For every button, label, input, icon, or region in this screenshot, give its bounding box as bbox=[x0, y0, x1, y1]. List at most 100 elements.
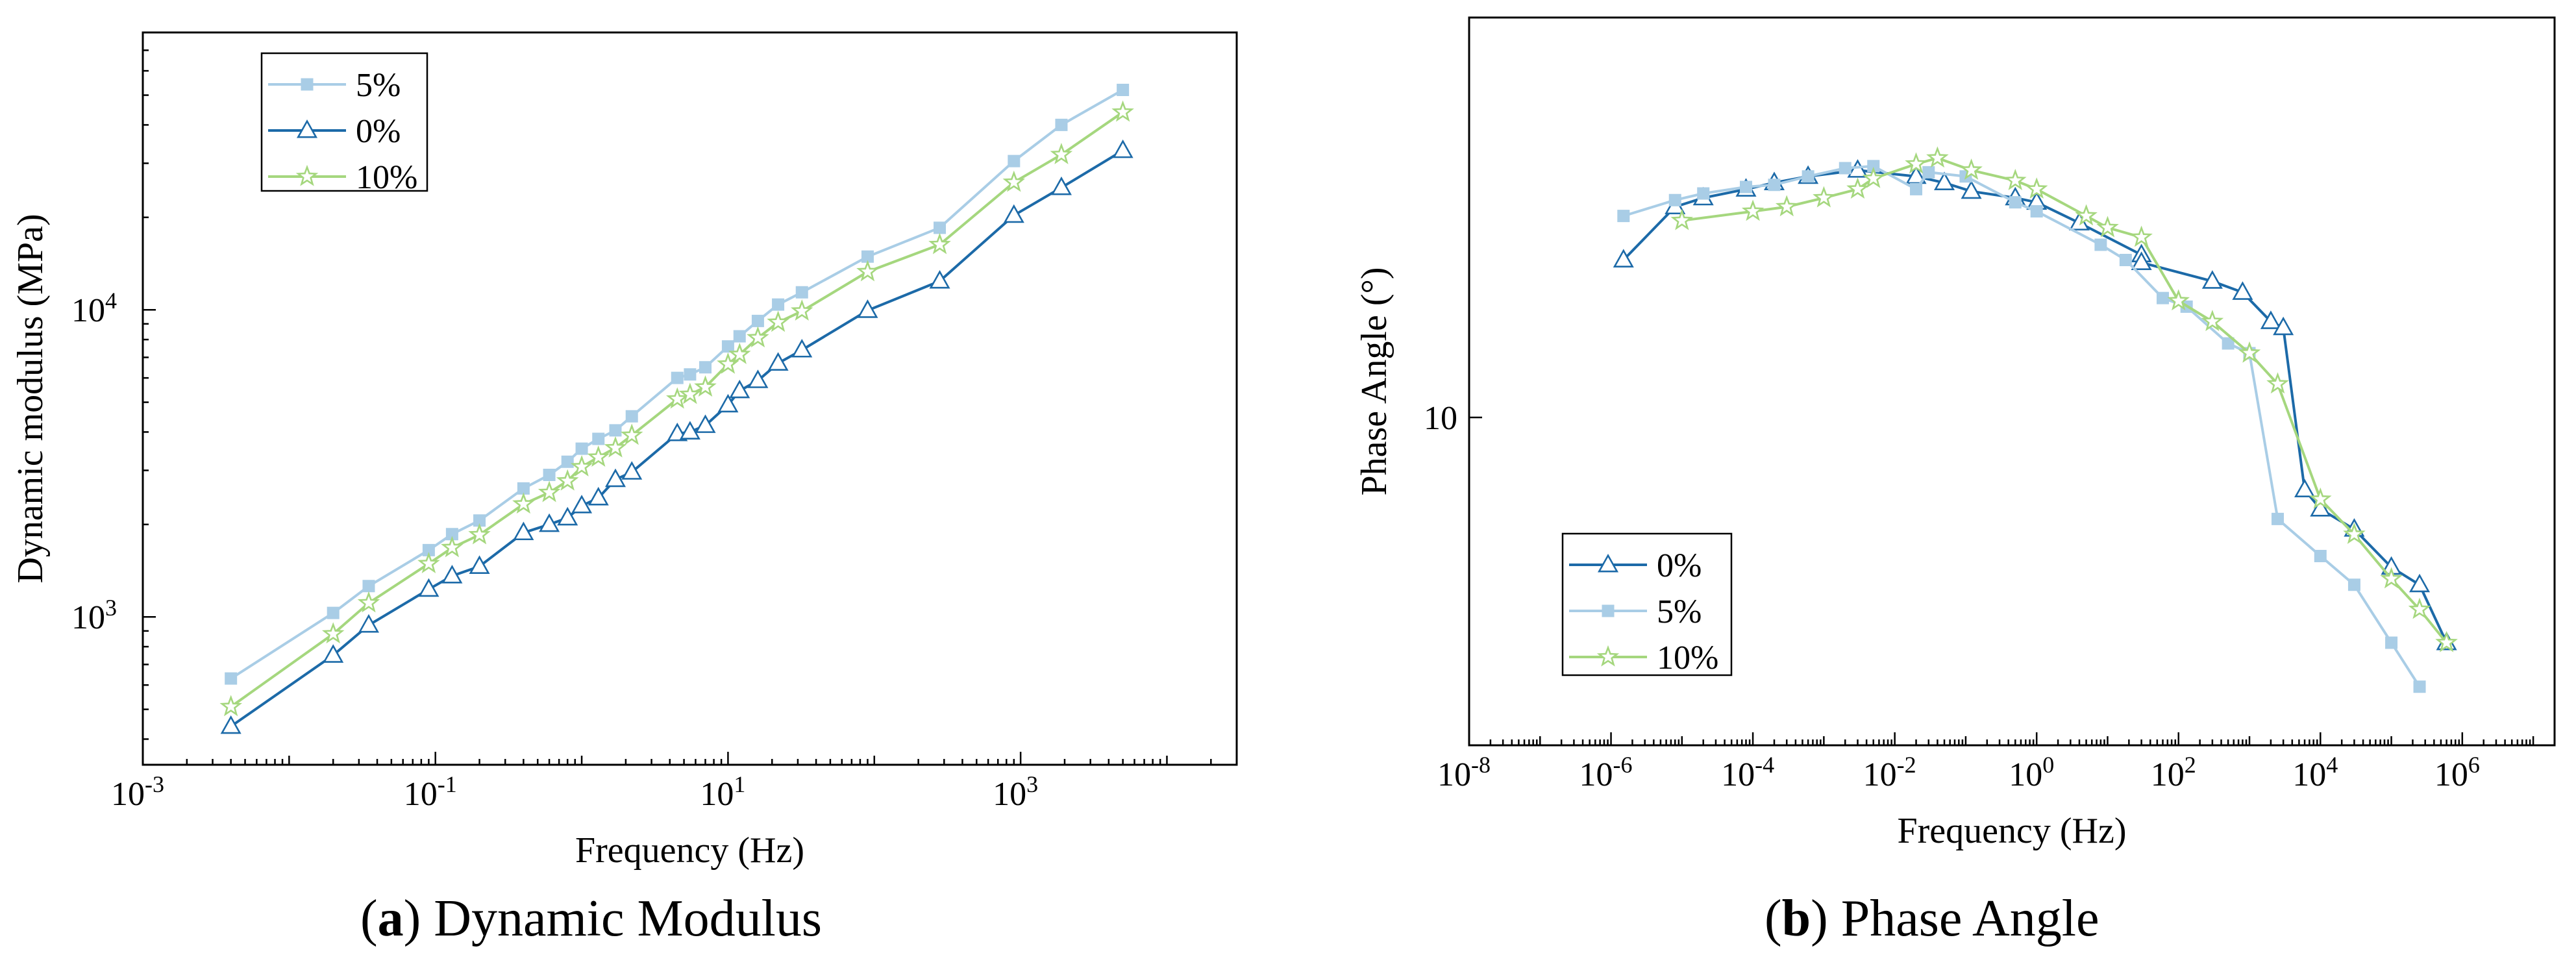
data-point-5pct bbox=[1910, 182, 1923, 195]
y-axis-title: Phase Angle (°) bbox=[1354, 267, 1394, 495]
x-tick-exponent: -3 bbox=[145, 771, 164, 797]
data-point-5pct bbox=[422, 543, 435, 556]
series-line-5pct bbox=[1623, 164, 2421, 688]
y-tick-exponent: 4 bbox=[105, 288, 117, 314]
data-point-10pct bbox=[1050, 143, 1073, 164]
data-point-0pct bbox=[469, 555, 490, 574]
data-point-10pct bbox=[1926, 146, 1949, 168]
y-tick-label: 10 bbox=[1424, 400, 1457, 437]
x-tick-exponent: 2 bbox=[2185, 752, 2196, 778]
data-point-10pct bbox=[556, 469, 579, 491]
legend-marker bbox=[301, 78, 314, 91]
data-point-0pct bbox=[695, 414, 716, 433]
x-axis-title: Frequency (Hz) bbox=[575, 830, 804, 871]
legend-a: 5% 0% 10% bbox=[260, 52, 428, 196]
data-point-5pct bbox=[2271, 512, 2284, 525]
data-point-10pct bbox=[2075, 204, 2098, 226]
data-point-5pct bbox=[934, 221, 947, 234]
data-point-5pct bbox=[1922, 166, 1935, 179]
x-axis-title: Frequency (Hz) bbox=[1898, 811, 2127, 851]
x-tick-label: 106 bbox=[2434, 752, 2480, 793]
y-axis-a: 103 104 Dynamic modulus (MPa) bbox=[10, 31, 156, 740]
data-point-5pct bbox=[1867, 160, 1880, 173]
x-tick-exponent: -8 bbox=[1471, 752, 1491, 778]
data-point-10pct bbox=[1905, 152, 1927, 174]
data-point-0pct bbox=[418, 578, 440, 597]
data-point-10pct bbox=[2201, 310, 2224, 332]
data-point-5pct bbox=[1839, 162, 1852, 175]
data-point-10pct bbox=[2167, 289, 2190, 311]
data-point-10pct bbox=[417, 552, 440, 574]
data-point-10pct bbox=[767, 310, 789, 332]
data-point-0pct bbox=[571, 495, 593, 514]
data-point-5pct bbox=[751, 314, 764, 327]
data-point-5pct bbox=[1802, 170, 1814, 183]
data-point-0pct bbox=[1112, 139, 1133, 158]
data-point-5pct bbox=[543, 469, 556, 482]
data-point-5pct bbox=[225, 672, 238, 685]
caption-a: (a) Dynamic Modulus bbox=[360, 890, 823, 947]
x-tick-label: 101 bbox=[700, 771, 745, 813]
data-point-10pct bbox=[1846, 177, 1869, 199]
plot-frame-a bbox=[142, 31, 1238, 766]
x-tick-exponent: 1 bbox=[734, 771, 745, 797]
data-point-5pct bbox=[1055, 118, 1068, 131]
legend-label: 10% bbox=[356, 159, 417, 196]
data-point-0pct bbox=[539, 513, 560, 532]
legend-box bbox=[1561, 532, 1733, 676]
x-tick-label: 100 bbox=[2009, 752, 2054, 793]
legend-label: 10% bbox=[1657, 639, 1718, 676]
data-point-10pct bbox=[694, 375, 717, 397]
data-point-10pct bbox=[2096, 216, 2119, 238]
data-point-10pct bbox=[1775, 195, 1798, 217]
data-point-0pct bbox=[2232, 281, 2253, 300]
data-point-5pct bbox=[2156, 291, 2169, 304]
data-point-0pct bbox=[747, 369, 769, 388]
data-point-0pct bbox=[2260, 310, 2281, 329]
data-point-0pct bbox=[2310, 498, 2331, 517]
data-point-0pct bbox=[2294, 478, 2316, 498]
data-point-0pct bbox=[767, 352, 789, 371]
data-point-5pct bbox=[2009, 196, 2022, 209]
data-point-5pct bbox=[327, 606, 340, 619]
data-point-5pct bbox=[1617, 210, 1630, 223]
data-point-5pct bbox=[795, 286, 808, 299]
caption-b-letter: b bbox=[1781, 890, 1811, 947]
data-point-5pct bbox=[517, 482, 530, 495]
data-point-0pct bbox=[929, 269, 950, 289]
y-tick-label: 104 bbox=[71, 288, 117, 329]
x-tick-label: 10-4 bbox=[1721, 752, 1774, 793]
legend-b: 0% 5% 10% bbox=[1561, 532, 1733, 676]
caption-b: (b) Phase Angle bbox=[1765, 890, 2099, 947]
data-point-10pct bbox=[2380, 567, 2403, 589]
data-point-5pct bbox=[575, 442, 588, 455]
data-point-5pct bbox=[861, 250, 874, 263]
data-point-5pct bbox=[362, 580, 375, 593]
x-tick-exponent: 6 bbox=[2468, 752, 2480, 778]
data-point-10pct bbox=[604, 436, 627, 458]
data-point-10pct bbox=[587, 445, 610, 467]
data-point-10pct bbox=[747, 326, 769, 348]
data-point-0pct bbox=[621, 461, 643, 480]
data-point-10pct bbox=[1813, 186, 1835, 208]
data-point-10pct bbox=[357, 591, 380, 613]
y-axis-title: Dynamic modulus (MPa) bbox=[10, 214, 51, 583]
data-point-5pct bbox=[1740, 180, 1753, 193]
x-tick-exponent: 0 bbox=[2042, 752, 2054, 778]
data-point-0pct bbox=[1050, 176, 1072, 195]
data-point-5pct bbox=[1668, 193, 1681, 206]
data-point-10pct bbox=[538, 480, 561, 502]
data-point-0pct bbox=[857, 299, 878, 318]
data-point-5pct bbox=[2385, 636, 2398, 649]
data-point-10pct bbox=[2309, 487, 2332, 509]
x-tick-label: 10-8 bbox=[1437, 752, 1491, 793]
series-line-10pct bbox=[230, 111, 1124, 708]
data-point-5pct bbox=[2347, 578, 2360, 591]
data-point-0pct bbox=[1613, 249, 1634, 267]
legend-marker bbox=[1596, 645, 1620, 667]
data-point-10pct bbox=[2435, 630, 2458, 652]
series-group-b bbox=[1613, 146, 2458, 693]
data-point-0pct bbox=[2131, 251, 2152, 270]
x-tick-label: 10-6 bbox=[1579, 752, 1633, 793]
